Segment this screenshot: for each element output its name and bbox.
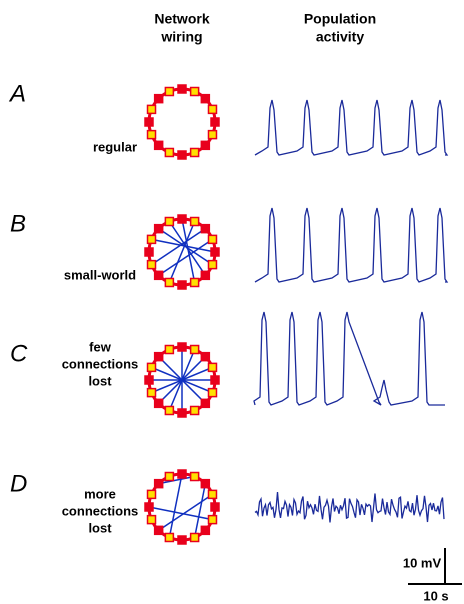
scale-label: 10 s xyxy=(423,588,448,603)
node xyxy=(153,93,164,104)
node xyxy=(207,259,218,270)
node xyxy=(210,117,220,127)
node xyxy=(146,489,157,500)
node xyxy=(207,104,218,115)
activity-trace xyxy=(254,491,445,523)
header: wiring xyxy=(160,29,202,45)
connection xyxy=(168,221,196,283)
node xyxy=(177,280,187,290)
node xyxy=(207,489,218,500)
panel-label: more xyxy=(84,486,116,501)
node xyxy=(164,405,175,416)
header: Population xyxy=(304,11,376,27)
node xyxy=(200,223,211,234)
node xyxy=(200,140,211,151)
connection xyxy=(158,238,213,276)
node xyxy=(177,342,187,352)
node xyxy=(153,398,164,409)
node xyxy=(207,234,218,245)
node xyxy=(146,387,157,398)
node xyxy=(207,514,218,525)
connection xyxy=(168,221,206,276)
panel-label: lost xyxy=(88,373,112,388)
node xyxy=(146,514,157,525)
node xyxy=(189,147,200,158)
panel-letter: B xyxy=(10,210,26,237)
node xyxy=(164,147,175,158)
node xyxy=(189,344,200,355)
node xyxy=(144,502,154,512)
node xyxy=(189,216,200,227)
node xyxy=(153,351,164,362)
node xyxy=(177,535,187,545)
node xyxy=(164,532,175,543)
node xyxy=(189,471,200,482)
node xyxy=(177,84,187,94)
node xyxy=(189,277,200,288)
node xyxy=(144,117,154,127)
connection xyxy=(158,475,195,485)
node xyxy=(146,104,157,115)
panel-label: regular xyxy=(93,139,137,154)
node xyxy=(200,93,211,104)
header: Network xyxy=(154,11,209,27)
node xyxy=(189,532,200,543)
panel-label: few xyxy=(89,339,112,354)
panel-letter: C xyxy=(10,340,28,367)
node xyxy=(146,234,157,245)
node xyxy=(200,398,211,409)
connection xyxy=(158,356,206,404)
node xyxy=(164,344,175,355)
node xyxy=(164,471,175,482)
node xyxy=(146,259,157,270)
node xyxy=(146,129,157,140)
scale-label: 10 mV xyxy=(403,555,442,570)
connection xyxy=(148,506,213,521)
node xyxy=(146,362,157,373)
panel-label: lost xyxy=(88,520,112,535)
activity-trace xyxy=(254,99,449,156)
panel-letter: A xyxy=(8,80,26,107)
node xyxy=(200,525,211,536)
connection xyxy=(151,228,206,266)
node xyxy=(200,351,211,362)
connection xyxy=(158,493,213,531)
node xyxy=(210,375,220,385)
node xyxy=(144,247,154,257)
node xyxy=(153,140,164,151)
node xyxy=(207,362,218,373)
node xyxy=(210,502,220,512)
node xyxy=(153,270,164,281)
node xyxy=(177,214,187,224)
panel-label: connections xyxy=(62,503,139,518)
header: activity xyxy=(316,29,364,45)
node xyxy=(153,223,164,234)
node xyxy=(177,150,187,160)
node xyxy=(200,478,211,489)
panel-label: small-world xyxy=(64,267,136,282)
node xyxy=(210,247,220,257)
node xyxy=(189,405,200,416)
node xyxy=(177,408,187,418)
node xyxy=(200,270,211,281)
node xyxy=(164,216,175,227)
node xyxy=(144,375,154,385)
connection xyxy=(193,483,207,538)
activity-trace xyxy=(254,207,449,283)
connection xyxy=(168,473,183,538)
node xyxy=(164,86,175,97)
activity-trace xyxy=(253,311,445,406)
node xyxy=(177,469,187,479)
panel-letter: D xyxy=(10,470,27,497)
node xyxy=(207,129,218,140)
panel-label: connections xyxy=(62,356,139,371)
node xyxy=(207,387,218,398)
node xyxy=(189,86,200,97)
node xyxy=(153,478,164,489)
node xyxy=(164,277,175,288)
node xyxy=(153,525,164,536)
